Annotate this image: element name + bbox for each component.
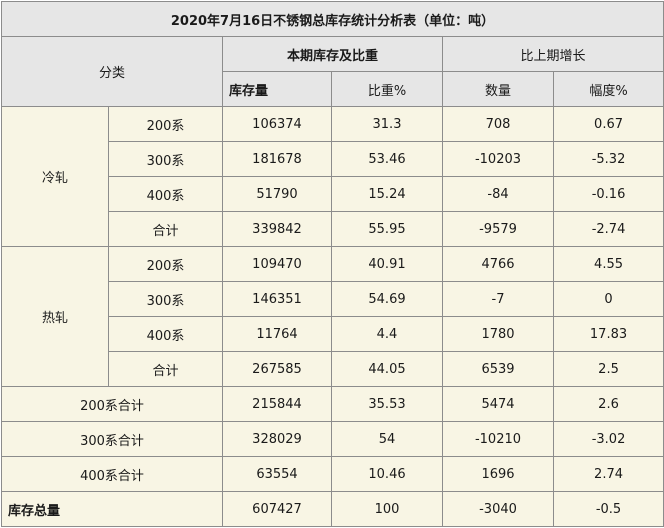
table-row: 300系 181678 53.46 -10203 -5.32 <box>2 141 664 177</box>
range-cell: 2.74 <box>552 456 664 492</box>
hot-rolled-label: 热轧 <box>1 246 109 387</box>
subcategory-cell: 200系 <box>108 106 223 142</box>
stock-header: 库存量 <box>222 71 332 107</box>
range-cell: -2.74 <box>552 211 664 247</box>
quantity-cell: -10210 <box>442 421 554 457</box>
stock-cell: 63554 <box>222 456 332 492</box>
share-cell: 4.4 <box>331 316 443 352</box>
table-row: 300系合计 328029 54 -10210 -3.02 <box>1 421 664 457</box>
range-cell: 0 <box>552 281 664 317</box>
share-cell: 54.69 <box>331 281 443 317</box>
quantity-cell: 1696 <box>442 456 554 492</box>
stock-cell: 215844 <box>222 386 332 422</box>
table-row: 库存总量 607427 100 -3040 -0.5 <box>1 491 664 527</box>
stock-cell: 607427 <box>222 491 332 527</box>
range-cell: -0.16 <box>552 176 664 212</box>
change-group-header: 比上期增长 <box>441 36 664 72</box>
table-row: 热轧 200系 109470 40.91 4766 4.55 <box>1 246 664 387</box>
stock-cell: 328029 <box>222 421 332 457</box>
stock-cell: 267585 <box>222 351 332 387</box>
cold-rolled-label: 冷轧 <box>1 106 109 247</box>
range-cell: -3.02 <box>552 421 664 457</box>
share-cell: 54 <box>331 421 443 457</box>
quantity-cell: -3040 <box>442 491 554 527</box>
quantity-cell: 4766 <box>442 246 554 282</box>
subcategory-cell: 合计 <box>108 351 223 387</box>
stock-cell: 106374 <box>222 106 332 142</box>
series-total-label: 200系合计 <box>1 386 223 422</box>
share-cell: 44.05 <box>331 351 443 387</box>
quantity-cell: -9579 <box>442 211 554 247</box>
range-cell: 0.67 <box>552 106 664 142</box>
quantity-cell: 5474 <box>442 386 554 422</box>
series-total-label: 300系合计 <box>1 421 223 457</box>
stock-cell: 109470 <box>222 246 332 282</box>
range-cell: 17.83 <box>552 316 664 352</box>
subcategory-cell: 400系 <box>108 176 223 212</box>
range-cell: 2.6 <box>552 386 664 422</box>
table-title: 2020年7月16日不锈钢总库存统计分析表（单位：吨） <box>0 1 664 37</box>
grand-total-label: 库存总量 <box>1 491 223 527</box>
share-cell: 31.3 <box>331 106 443 142</box>
stock-cell: 51790 <box>222 176 332 212</box>
quantity-cell: -84 <box>442 176 554 212</box>
table-row: 300系 146351 54.69 -7 0 <box>2 281 664 317</box>
series-total-label: 400系合计 <box>1 456 223 492</box>
range-cell: 4.55 <box>552 246 664 282</box>
category-header: 分类 <box>1 36 223 107</box>
table-row: 200系合计 215844 35.53 5474 2.6 <box>1 386 664 422</box>
share-cell: 15.24 <box>331 176 443 212</box>
share-header: 比重% <box>331 71 443 107</box>
stock-cell: 339842 <box>222 211 332 247</box>
range-header: 幅度% <box>552 71 664 107</box>
current-stock-group-header: 本期库存及比重 <box>222 36 443 72</box>
subcategory-cell: 200系 <box>108 246 223 282</box>
share-cell: 53.46 <box>331 141 443 177</box>
quantity-cell: 6539 <box>442 351 554 387</box>
table-row: 400系合计 63554 10.46 1696 2.74 <box>1 456 664 492</box>
subcategory-cell: 合计 <box>108 211 223 247</box>
share-cell: 55.95 <box>331 211 443 247</box>
share-cell: 40.91 <box>331 246 443 282</box>
range-cell: 2.5 <box>552 351 664 387</box>
subcategory-cell: 300系 <box>108 141 223 177</box>
stock-cell: 181678 <box>222 141 332 177</box>
table-row: 冷轧 200系 106374 31.3 708 0.67 <box>1 106 664 247</box>
table-row: 合计 267585 44.05 6539 2.5 <box>2 351 664 387</box>
subcategory-cell: 400系 <box>108 316 223 352</box>
share-cell: 10.46 <box>331 456 443 492</box>
quantity-cell: -7 <box>442 281 554 317</box>
stock-cell: 146351 <box>222 281 332 317</box>
table-row: 合计 339842 55.95 -9579 -2.74 <box>2 211 664 247</box>
quantity-cell: 708 <box>442 106 554 142</box>
table-row: 400系 51790 15.24 -84 -0.16 <box>2 176 664 212</box>
stock-cell: 11764 <box>222 316 332 352</box>
share-cell: 100 <box>331 491 443 527</box>
table-row: 400系 11764 4.4 1780 17.83 <box>2 316 664 352</box>
range-cell: -0.5 <box>552 491 664 527</box>
range-cell: -5.32 <box>552 141 664 177</box>
quantity-header: 数量 <box>442 71 554 107</box>
share-cell: 35.53 <box>331 386 443 422</box>
quantity-cell: 1780 <box>442 316 554 352</box>
quantity-cell: -10203 <box>442 141 554 177</box>
subcategory-cell: 300系 <box>108 281 223 317</box>
